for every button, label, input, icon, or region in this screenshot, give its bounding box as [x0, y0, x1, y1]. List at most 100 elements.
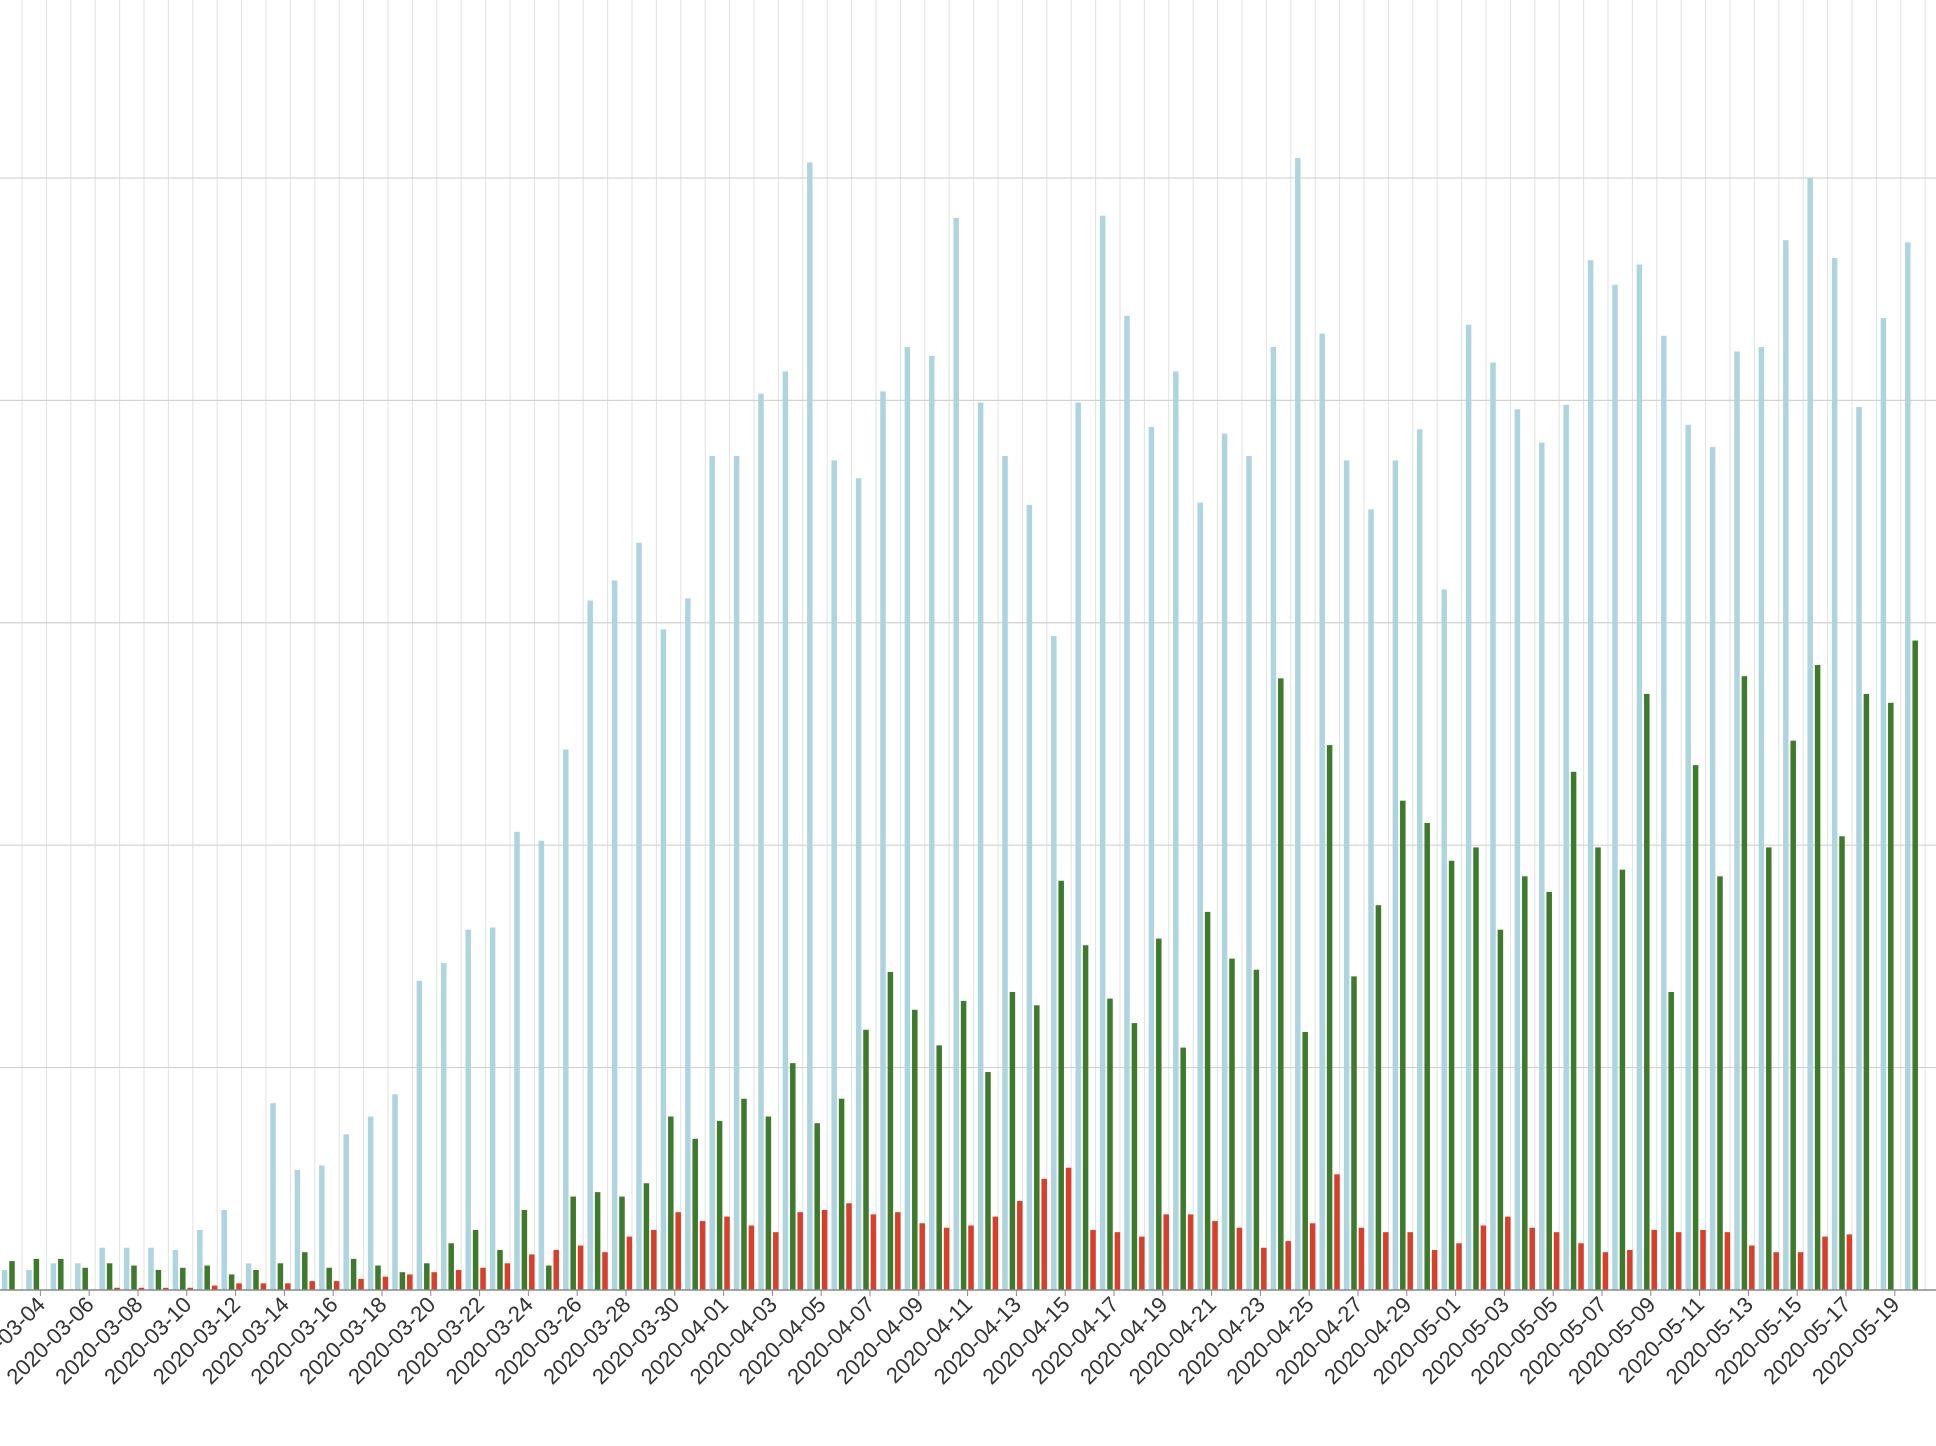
bar-series-3-2020-04-26: [1334, 1174, 1340, 1290]
bar-series-2-2020-05-10: [1668, 991, 1674, 1290]
bar-series-3-2020-03-15: [309, 1281, 315, 1290]
bar-series-2-2020-03-27: [594, 1192, 601, 1290]
bar-series-2-2020-03-20: [424, 1263, 430, 1290]
bar-series-3-2020-04-17: [1114, 1232, 1121, 1290]
bar-series-1-2020-05-11: [1685, 424, 1691, 1290]
bar-series-1-2020-05-07: [1587, 260, 1594, 1291]
bar-series-1-2020-04-01: [709, 455, 715, 1290]
bar-series-2-2020-04-11: [960, 1000, 967, 1290]
bar-series-3-2020-04-18: [1139, 1236, 1145, 1290]
bar-series-3-2020-03-28: [626, 1236, 633, 1290]
bar-series-2-2020-05-05: [1546, 891, 1552, 1290]
bar-series-2-2020-04-14: [1034, 1005, 1040, 1290]
bar-series-1-2020-05-03: [1490, 362, 1496, 1290]
bar-layer: [1, 157, 1918, 1291]
bar-series-3-2020-03-30: [675, 1212, 681, 1290]
bar-series-1-2020-05-18: [1856, 407, 1862, 1290]
bar-series-1-2020-04-04: [782, 371, 789, 1290]
bar-series-2-2020-05-01: [1448, 860, 1455, 1290]
bar-series-2-2020-03-07: [106, 1263, 113, 1290]
bar-series-1-2020-05-19: [1880, 318, 1887, 1290]
bar-series-2-2020-04-05: [814, 1123, 820, 1290]
bar-series-1-2020-03-21: [441, 963, 447, 1290]
bar-series-1-2020-04-25: [1295, 157, 1301, 1290]
bar-series-2-2020-03-15: [302, 1252, 308, 1290]
bar-series-1-2020-03-20: [416, 980, 423, 1290]
bar-series-1-2020-03-14: [270, 1103, 276, 1290]
bar-series-3-2020-05-03: [1505, 1216, 1511, 1290]
bar-series-3-2020-05-13: [1749, 1245, 1755, 1290]
bar-series-2-2020-05-15: [1790, 740, 1796, 1290]
bar-series-1-2020-03-07: [99, 1247, 105, 1290]
bar-series-1-2020-04-23: [1246, 455, 1252, 1290]
bar-series-2-2020-03-05: [58, 1258, 64, 1290]
bar-series-2-2020-05-17: [1839, 836, 1845, 1290]
bar-series-2-2020-04-16: [1082, 945, 1089, 1290]
bar-series-3-2020-05-15: [1797, 1252, 1804, 1290]
bar-series-2-2020-04-17: [1107, 998, 1113, 1290]
bar-series-1-2020-05-10: [1661, 335, 1667, 1291]
bar-series-3-2020-04-13: [1017, 1201, 1023, 1290]
bar-series-1-2020-05-13: [1734, 351, 1740, 1290]
bar-series-1-2020-05-12: [1709, 447, 1716, 1290]
bar-series-1-2020-05-15: [1783, 240, 1789, 1291]
bar-series-3-2020-03-08: [138, 1287, 145, 1290]
bar-series-3-2020-03-23: [504, 1263, 511, 1290]
bar-series-2-2020-04-27: [1351, 976, 1357, 1290]
bar-series-1-2020-05-08: [1612, 284, 1618, 1290]
bar-series-1-2020-04-19: [1148, 427, 1155, 1290]
bar-series-3-2020-03-10: [187, 1287, 193, 1290]
bar-series-1-2020-03-10: [172, 1249, 179, 1290]
bar-series-3-2020-03-20: [431, 1272, 437, 1290]
bar-series-2-2020-03-24: [521, 1209, 528, 1290]
bar-series-3-2020-05-11: [1700, 1229, 1706, 1290]
bar-series-2-2020-05-16: [1814, 665, 1821, 1290]
bar-series-2-2020-03-13: [253, 1269, 259, 1290]
bar-series-3-2020-03-14: [285, 1283, 291, 1290]
bar-series-1-2020-04-20: [1173, 371, 1179, 1290]
bar-series-2-2020-04-02: [741, 1098, 747, 1290]
bar-series-2-2020-03-03: [9, 1261, 15, 1290]
bar-series-2-2020-03-22: [472, 1229, 479, 1290]
bar-series-1-2020-03-15: [294, 1169, 301, 1290]
bar-series-3-2020-04-10: [943, 1227, 950, 1290]
bar-series-1-2020-03-28: [611, 580, 618, 1290]
bar-series-1-2020-03-08: [123, 1247, 130, 1290]
bar-series-3-2020-05-02: [1480, 1225, 1487, 1290]
bar-series-2-2020-03-26: [570, 1196, 576, 1290]
bar-series-2-2020-03-06: [82, 1267, 88, 1290]
bar-series-1-2020-04-06: [831, 460, 837, 1290]
bar-series-2-2020-03-10: [180, 1267, 186, 1290]
bar-series-3-2020-03-31: [699, 1221, 706, 1290]
bar-series-3-2020-03-22: [480, 1267, 486, 1290]
bar-series-2-2020-04-23: [1253, 969, 1260, 1290]
bar-series-2-2020-05-18: [1863, 693, 1870, 1290]
bar-series-1-2020-03-12: [221, 1209, 227, 1290]
bar-series-3-2020-03-09: [163, 1287, 169, 1290]
bar-series-3-2020-03-24: [529, 1254, 535, 1290]
bar-series-3-2020-03-17: [358, 1278, 364, 1290]
bar-series-3-2020-04-12: [992, 1216, 999, 1290]
bar-series-3-2020-04-24: [1285, 1241, 1291, 1290]
bar-series-2-2020-05-07: [1595, 847, 1601, 1290]
bar-series-1-2020-03-17: [343, 1134, 349, 1290]
bar-series-1-2020-03-03: [1, 1269, 8, 1290]
grid-layer: [0, 0, 1936, 1290]
bar-series-3-2020-04-09: [919, 1223, 925, 1290]
bar-series-2-2020-05-13: [1741, 676, 1748, 1290]
bar-series-1-2020-04-21: [1197, 502, 1203, 1290]
bar-series-1-2020-04-07: [855, 478, 862, 1290]
bar-series-2-2020-04-26: [1326, 745, 1333, 1290]
bar-series-1-2020-03-31: [685, 598, 691, 1290]
bar-series-1-2020-04-08: [880, 391, 886, 1290]
bar-series-1-2020-03-18: [367, 1116, 374, 1290]
bar-series-1-2020-03-19: [392, 1094, 398, 1290]
bar-series-1-2020-03-05: [50, 1263, 57, 1290]
bar-series-1-2020-03-25: [538, 840, 545, 1290]
bar-series-1-2020-03-06: [75, 1263, 81, 1290]
bar-series-1-2020-04-15: [1051, 636, 1057, 1290]
bar-series-2-2020-04-29: [1400, 800, 1406, 1290]
bar-series-2-2020-05-14: [1766, 847, 1772, 1290]
